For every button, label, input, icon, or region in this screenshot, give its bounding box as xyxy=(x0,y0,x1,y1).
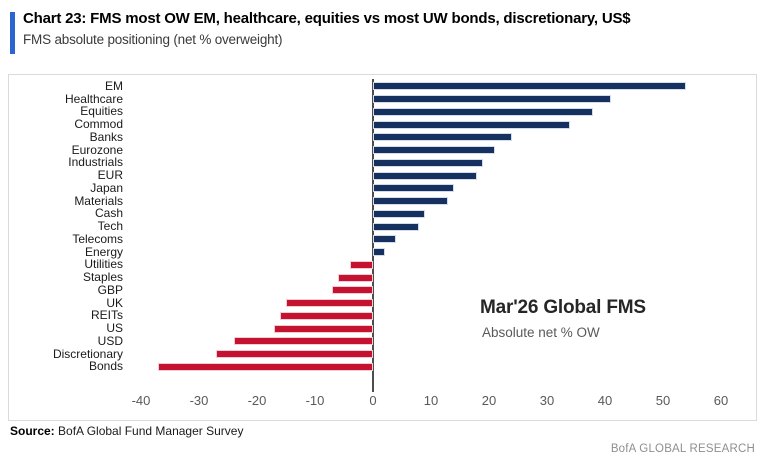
category-label-staples: Staples xyxy=(82,270,123,285)
x-tick-10: 10 xyxy=(423,393,439,408)
chart-subtitle: FMS absolute positioning (net % overweig… xyxy=(23,32,283,47)
x-tick--20: -20 xyxy=(247,393,267,408)
source-line: Source: BofA Global Fund Manager Survey xyxy=(10,424,243,438)
bar-equities xyxy=(373,107,594,116)
bar-commod xyxy=(373,120,571,129)
branding-text: BofA GLOBAL RESEARCH xyxy=(610,443,755,455)
category-label-industrials: Industrials xyxy=(68,155,123,170)
category-label-discretionary: Discretionary xyxy=(52,346,123,361)
bar-japan xyxy=(373,184,455,193)
source-label: Source: xyxy=(10,424,55,438)
chart-title: Chart 23: FMS most OW EM, healthcare, eq… xyxy=(23,10,631,27)
bar-usd xyxy=(233,337,373,346)
category-label-cash: Cash xyxy=(94,206,123,221)
category-label-gbp: GBP xyxy=(97,282,123,297)
bar-uk xyxy=(286,299,373,308)
category-label-materials: Materials xyxy=(74,193,123,208)
category-label-japan: Japan xyxy=(90,180,123,195)
bar-bonds xyxy=(158,362,373,371)
x-tick-20: 20 xyxy=(481,393,497,408)
category-label-usd: USD xyxy=(97,333,123,348)
category-label-us: US xyxy=(106,321,123,336)
x-tick--10: -10 xyxy=(305,393,325,408)
x-tick-30: 30 xyxy=(539,393,555,408)
bar-utilities xyxy=(349,260,373,269)
category-label-uk: UK xyxy=(106,295,123,310)
x-tick-50: 50 xyxy=(655,393,671,408)
category-label-tech: Tech xyxy=(97,219,123,234)
x-tick-0: 0 xyxy=(369,393,377,408)
bar-tech xyxy=(373,222,420,231)
x-tick--30: -30 xyxy=(189,393,209,408)
x-tick--40: -40 xyxy=(131,393,151,408)
category-label-telecoms: Telecoms xyxy=(72,231,123,246)
source-text: BofA Global Fund Manager Survey xyxy=(54,424,244,438)
title-accent-bar xyxy=(10,12,15,54)
category-label-healthcare: Healthcare xyxy=(64,91,123,106)
category-label-eurozone: Eurozone xyxy=(71,142,123,157)
category-label-equities: Equities xyxy=(80,104,123,119)
bar-gbp xyxy=(332,286,373,295)
bar-us xyxy=(274,324,373,333)
category-label-energy: Energy xyxy=(84,244,123,259)
bar-reits xyxy=(280,311,373,320)
bar-industrials xyxy=(373,158,484,167)
bar-eurozone xyxy=(373,146,495,155)
bar-cash xyxy=(373,209,426,218)
bar-healthcare xyxy=(373,95,611,104)
bar-energy xyxy=(373,248,385,257)
bar-eur xyxy=(373,171,478,180)
bar-materials xyxy=(373,197,449,206)
x-tick-40: 40 xyxy=(597,393,613,408)
category-label-utilities: Utilities xyxy=(84,257,123,272)
category-label-eur: EUR xyxy=(97,168,123,183)
category-label-bonds: Bonds xyxy=(88,359,123,374)
category-label-banks: Banks xyxy=(89,129,123,144)
category-label-reits: REITs xyxy=(90,308,123,323)
bar-staples xyxy=(338,273,373,282)
category-label-em: EM xyxy=(105,78,123,93)
annotation-subtitle: Absolute net % OW xyxy=(482,325,600,340)
chart-area-border xyxy=(8,74,757,421)
bar-discretionary xyxy=(216,350,373,359)
x-tick-60: 60 xyxy=(713,393,729,408)
category-label-commod: Commod xyxy=(74,117,123,132)
bar-banks xyxy=(373,133,513,142)
annotation-title: Mar'26 Global FMS xyxy=(480,297,646,318)
bar-em xyxy=(373,82,687,91)
bar-telecoms xyxy=(373,235,397,244)
